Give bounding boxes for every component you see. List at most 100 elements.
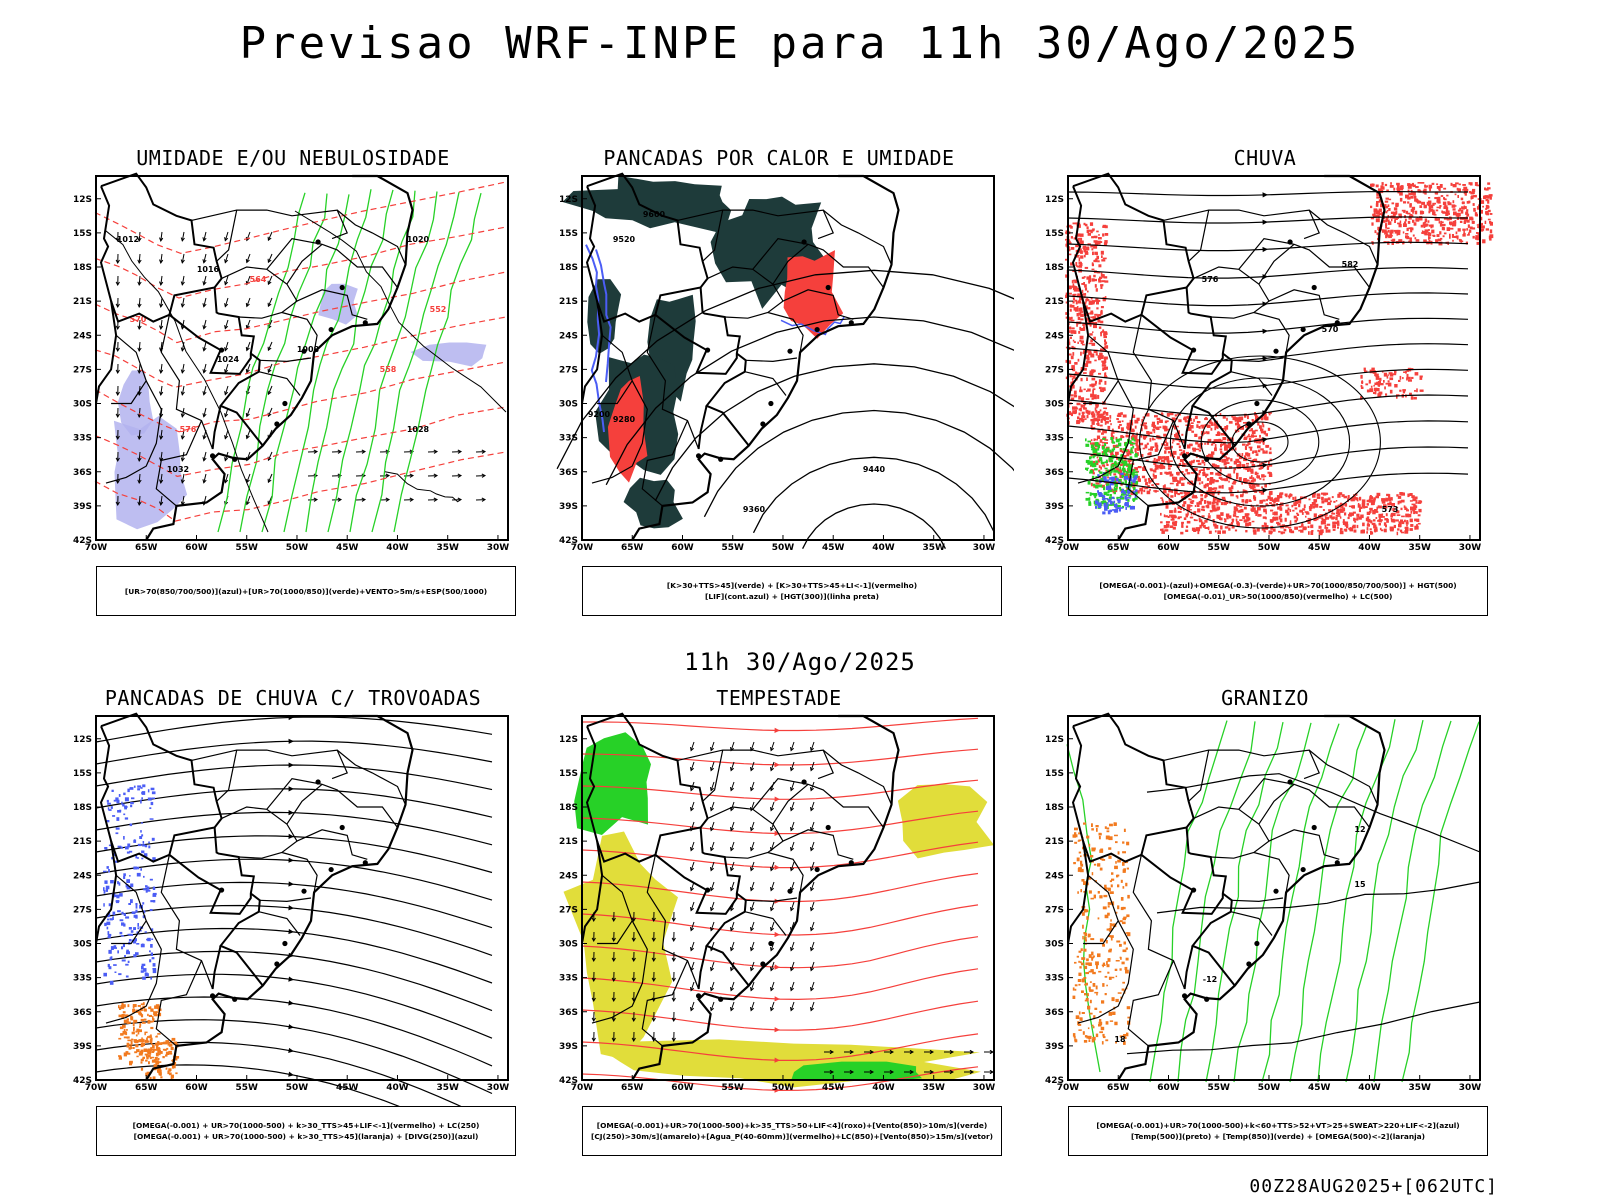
wind-250hpa-streamline-arrow (288, 857, 294, 863)
divergence-250-region-pixel (106, 799, 109, 803)
lat-tick-label: 30S (1045, 940, 1064, 950)
precipitation-region-pixel (1078, 395, 1081, 400)
divergence-250-region-pixel (109, 918, 113, 921)
wind-vector (246, 253, 251, 263)
precipitation-region-pixel (1304, 511, 1309, 513)
precipitation-region-pixel (1375, 526, 1378, 530)
precipitation-region-pixel (1399, 192, 1403, 196)
lon-tick-label: 65W (621, 543, 644, 553)
precipitation-region-pixel (1336, 520, 1340, 523)
precipitation-region-pixel (1375, 495, 1379, 499)
precipitation-region-pixel (1365, 383, 1369, 386)
wind-vector (224, 253, 229, 263)
precipitation-omega-region-pixel (1109, 494, 1112, 497)
divergence-250-region-pixel (113, 945, 117, 948)
wind-500hpa-streamline (1067, 368, 1469, 389)
precipitation-region-pixel (1385, 233, 1389, 237)
precipitation-region-pixel (1251, 508, 1255, 512)
precipitation-region-pixel (1465, 211, 1469, 215)
omega-500-region-pixel (1122, 862, 1125, 866)
wind-vector (160, 231, 163, 241)
humidity-1000-850-contour (261, 194, 350, 533)
state-border (160, 854, 214, 990)
precipitation-region-pixel (1391, 241, 1394, 245)
precipitation-region-pixel (1265, 510, 1267, 515)
precipitation-region-pixel (1360, 384, 1363, 388)
omega-500-region-pixel (1105, 1021, 1109, 1025)
precipitation-region-pixel (1213, 523, 1217, 526)
precipitation-region-pixel (1083, 326, 1086, 330)
city-marker (1191, 347, 1197, 353)
precipitation-region-pixel (1073, 330, 1076, 334)
precipitation-region-pixel (1085, 305, 1088, 308)
state-border (702, 749, 724, 802)
precipitation-region-pixel (1091, 278, 1095, 282)
wind-vector-head (180, 237, 185, 242)
precipitation-region-pixel (1104, 339, 1106, 343)
omega-500-region-pixel (1099, 1019, 1102, 1022)
precipitation-region-pixel (1121, 420, 1124, 423)
precipitation-region-pixel (1102, 418, 1105, 421)
precipitation-region-pixel (1215, 479, 1219, 483)
state-border (1193, 266, 1270, 319)
precipitation-omega-region-pixel (1114, 508, 1118, 513)
precipitation-region-pixel (1113, 473, 1117, 476)
wind-850hpa-streamline (581, 904, 979, 936)
precipitation-region-pixel (1069, 304, 1073, 308)
precipitation-region-pixel (1247, 442, 1251, 445)
precipitation-region-pixel (1235, 518, 1238, 522)
precipitation-region-pixel (1198, 436, 1202, 440)
precipitation-region-pixel (1090, 316, 1094, 319)
precipitation-region-pixel (1190, 460, 1195, 464)
precipitation-region-pixel (1361, 381, 1364, 384)
omega-500-region-pixel (1115, 975, 1118, 978)
thunderstorm-potential-region-pixel (140, 1003, 144, 1006)
thunderstorm-potential-region-pixel (119, 1057, 122, 1060)
precipitation-region-pixel (1395, 519, 1399, 522)
precipitation-region-pixel (1319, 514, 1323, 517)
state-border (1077, 920, 1134, 1024)
lat-tick-label: 24S (73, 871, 92, 881)
precipitation-region-pixel (1164, 484, 1166, 488)
lon-tick-label: 60W (185, 1083, 208, 1093)
precipitation-region-pixel (1207, 438, 1212, 442)
precipitation-region-pixel (1074, 407, 1078, 410)
thunderstorm-potential-region-pixel (159, 1072, 162, 1074)
wind-vector-head (137, 457, 142, 463)
thunderstorm-potential-region-pixel (120, 1005, 125, 1009)
precipitation-region-pixel (1204, 442, 1206, 445)
divergence-250-region-pixel (129, 850, 133, 853)
thunderstorm-potential-region-pixel (153, 1064, 158, 1068)
divergence-250-region-pixel (149, 959, 152, 963)
precipitation-omega-region-pixel (1094, 455, 1096, 457)
precipitation-region-pixel (1075, 394, 1078, 398)
divergence-250-region-pixel (152, 857, 156, 861)
precipitation-omega-region-pixel (1104, 506, 1108, 511)
omega-500-region-pixel (1126, 841, 1130, 846)
precipitation-region-pixel (1374, 509, 1378, 513)
contour-label: 1008 (297, 345, 320, 354)
precipitation-region-pixel (1321, 500, 1325, 504)
wind-vector (730, 941, 735, 951)
precipitation-region-pixel (1092, 331, 1094, 333)
divergence-250-region-pixel (150, 787, 155, 791)
wind-vector-head (790, 787, 795, 792)
precipitation-region-pixel (1386, 375, 1389, 379)
omega-500-region-pixel (1112, 923, 1117, 928)
divergence-250-region-pixel (113, 964, 117, 966)
wind-500hpa-streamline-arrow (1262, 246, 1268, 253)
precipitation-region-pixel (1410, 524, 1414, 527)
city-marker (301, 348, 307, 354)
precipitation-region-pixel (1100, 355, 1104, 359)
precipitation-region-pixel (1469, 182, 1473, 186)
precipitation-region-pixel (1406, 235, 1410, 240)
thunderstorm-potential-region-pixel (170, 1074, 174, 1079)
precipitation-region-pixel (1387, 221, 1392, 225)
precipitation-region-pixel (1171, 445, 1173, 449)
lat-tick-label: 12S (1045, 195, 1064, 205)
precipitation-region-pixel (1205, 493, 1208, 497)
precipitation-region-pixel (1443, 206, 1448, 209)
precipitation-region-pixel (1445, 213, 1449, 216)
precipitation-region-pixel (1398, 214, 1402, 218)
precipitation-region-pixel (1086, 377, 1088, 381)
